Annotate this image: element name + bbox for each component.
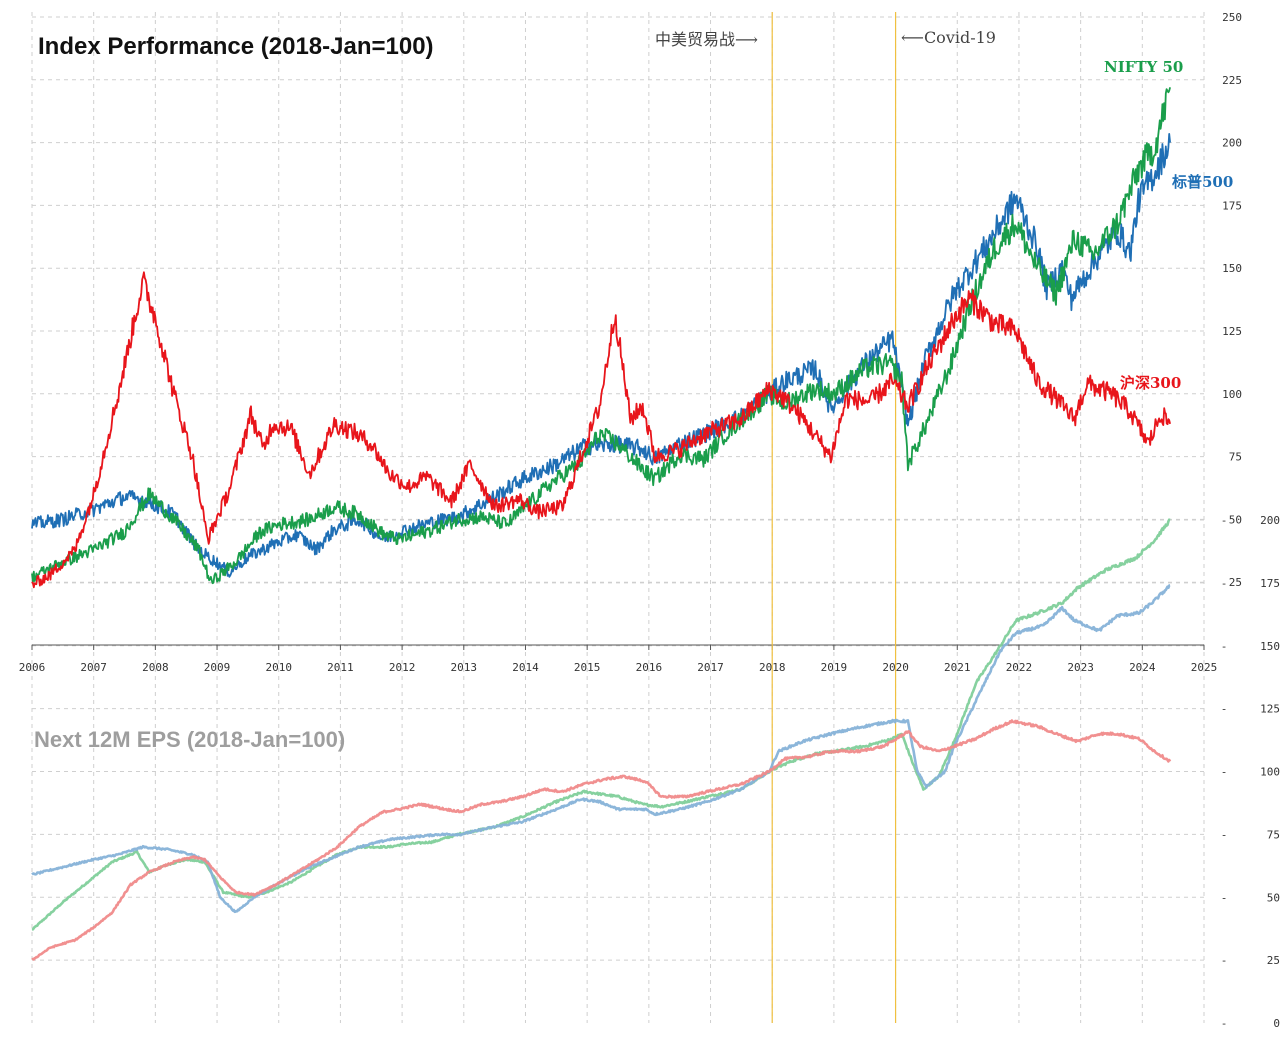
y-tick-label-top-200: 200 xyxy=(1222,137,1242,150)
y-tick-label-top-225: 225 xyxy=(1222,74,1242,87)
y-tick-label-eps-125: 125 xyxy=(1260,703,1280,716)
series-label-nifty: NIFTY 50 xyxy=(1104,58,1184,76)
y-tick-label-eps-175: 175 xyxy=(1260,577,1280,590)
x-tick-label-2025: 2025 xyxy=(1191,661,1218,674)
y-tick-mark-eps-175: - xyxy=(1221,577,1228,590)
y-tick-label-eps-75: 75 xyxy=(1267,828,1280,841)
x-tick-label-2017: 2017 xyxy=(697,661,724,674)
y-tick-label-top-175: 175 xyxy=(1222,199,1242,212)
x-tick-label-2006: 2006 xyxy=(19,661,46,674)
y-tick-label-top-250: 250 xyxy=(1222,11,1242,24)
y-tick-mark-eps-50: - xyxy=(1221,891,1228,904)
y-tick-label-top-125: 125 xyxy=(1222,325,1242,338)
x-tick-label-2016: 2016 xyxy=(636,661,663,674)
series-label-sp500: 标普500 xyxy=(1172,173,1234,191)
x-tick-label-2012: 2012 xyxy=(389,661,416,674)
chart-title-index-performance: Index Performance (2018-Jan=100) xyxy=(38,33,434,60)
y-tick-label-top-150: 150 xyxy=(1222,262,1242,275)
y-tick-mark-eps-125: - xyxy=(1221,703,1228,716)
y-tick-label-eps-0: 0 xyxy=(1273,1017,1280,1030)
x-tick-label-2015: 2015 xyxy=(574,661,601,674)
y-tick-mark-eps-0: - xyxy=(1221,1017,1228,1030)
annotation-trade-war: 中美贸易战⟶ xyxy=(655,30,758,49)
y-tick-mark-eps-25: - xyxy=(1221,954,1228,967)
eps-series-csi300_eps xyxy=(31,719,1172,961)
y-tick-mark-eps-75: - xyxy=(1221,828,1228,841)
eps-series-sp500_eps xyxy=(31,584,1171,914)
y-tick-mark-eps-200: - xyxy=(1221,514,1228,527)
y-tick-label-top-50: 50 xyxy=(1229,513,1242,526)
x-tick-label-2009: 2009 xyxy=(204,661,231,674)
x-tick-label-2010: 2010 xyxy=(265,661,292,674)
y-tick-label-eps-200: 200 xyxy=(1260,514,1280,527)
x-tick-label-2019: 2019 xyxy=(821,661,848,674)
x-tick-label-2007: 2007 xyxy=(80,661,107,674)
index-series-nifty xyxy=(31,87,1171,585)
y-tick-label-eps-100: 100 xyxy=(1260,766,1280,779)
series-label-csi300: 沪深300 xyxy=(1120,374,1182,392)
x-tick-label-2024: 2024 xyxy=(1129,661,1156,674)
index-series-sp500 xyxy=(31,133,1171,578)
y-tick-mark-eps-100: - xyxy=(1221,766,1228,779)
y-tick-label-eps-150: 150 xyxy=(1260,640,1280,653)
y-tick-label-eps-50: 50 xyxy=(1267,891,1280,904)
y-tick-label-eps-25: 25 xyxy=(1267,954,1280,967)
x-tick-label-2022: 2022 xyxy=(1006,661,1033,674)
eps-series-nifty_eps xyxy=(31,518,1171,931)
annotation-covid: ⟵Covid-19 xyxy=(901,28,996,47)
chart-title-eps: Next 12M EPS (2018-Jan=100) xyxy=(34,727,346,752)
y-tick-label-top-100: 100 xyxy=(1222,388,1242,401)
x-tick-label-2021: 2021 xyxy=(944,661,971,674)
y-tick-label-top-75: 75 xyxy=(1229,451,1242,464)
x-tick-label-2011: 2011 xyxy=(327,661,354,674)
y-tick-label-top-25: 25 xyxy=(1229,576,1242,589)
x-tick-label-2014: 2014 xyxy=(512,661,539,674)
x-tick-label-2023: 2023 xyxy=(1067,661,1094,674)
x-tick-label-2013: 2013 xyxy=(451,661,478,674)
y-tick-mark-eps-150: - xyxy=(1221,640,1228,653)
index-series-csi300 xyxy=(31,271,1171,589)
x-tick-label-2008: 2008 xyxy=(142,661,169,674)
